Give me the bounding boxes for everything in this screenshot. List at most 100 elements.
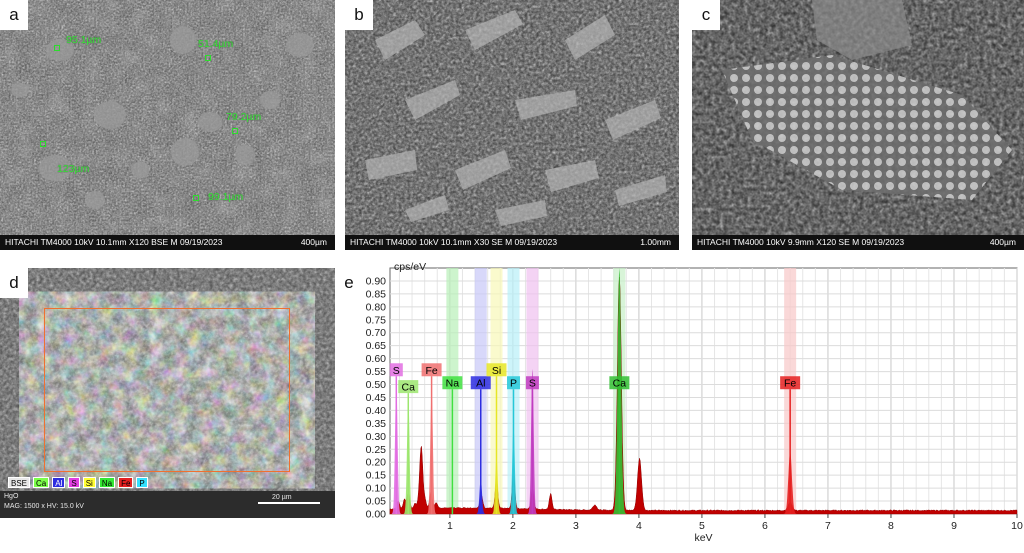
x-axis-label: keV [694,532,712,544]
measurement-marker [40,141,46,147]
x-tick-label: 8 [888,520,894,532]
y-tick-label: 0.40 [366,405,387,417]
measurement-marker [54,45,60,51]
peak-label-box [486,363,507,377]
measurement-marker [205,55,211,61]
peak-label-box [780,376,801,390]
sem-image-a [0,0,335,235]
legend-ca: Ca [33,477,50,488]
peak-label-s: S [529,378,536,390]
sem-image-c [692,0,1024,235]
legend-al: Al [52,477,66,488]
scale-label-c: 400µm [989,237,1016,247]
y-axis-label: cps/eV [394,262,426,273]
y-tick-label: 0.30 [366,431,387,443]
y-tick-label: 0.35 [366,418,387,430]
panel-letter-e: e [335,268,363,298]
sem-footer-a: HITACHI TM4000 10kV 10.1mm X120 BSE M 09… [0,235,335,250]
sem-panel-b: b HITACHI TM4000 10kV 10.1mm X30 SE M 09… [345,0,679,250]
y-tick-label: 0.55 [366,366,387,378]
measurement-label-2: 51.4µm [198,38,234,50]
eds-map-image [0,268,335,491]
map-sample-name: HgO [4,493,19,500]
peak-label-ca: Ca [613,378,627,390]
peak-label-box [470,376,491,390]
y-tick-label: 0.80 [366,301,387,313]
peak-label-si: Si [492,365,501,377]
scale-bar-d [258,502,320,504]
peak-label-fe: Fe [425,365,437,377]
legend-fe: Fe [118,477,134,488]
map-magnification: MAG: 1500 x HV: 15.0 kV [4,503,84,510]
peak-label-s: S [393,365,400,377]
peak-label-box [609,376,630,390]
peak-label-box [421,363,442,377]
measurement-label-1: 95.1µm [66,34,102,46]
x-tick-label: 6 [762,520,768,532]
element-legend: BSE Ca Al S Si Na Fe P [8,477,148,488]
sem-info-a: HITACHI TM4000 10kV 10.1mm X120 BSE M 09… [5,237,223,247]
sem-panel-c: c HITACHI TM4000 10kV 9.9mm X120 SE M 09… [692,0,1024,250]
eds-spectrum-chart: S Ca Fe Na Al Si P S Ca Fe 0.00 0.05 0.10 0.15 0.20 0.2… [345,261,1024,548]
spectrum-area [389,277,1018,515]
legend-si: Si [82,477,96,488]
y-tick-label: 0.45 [366,392,387,404]
peak-label-box [442,376,463,390]
sem-panel-a: 95.1µm 51.4µm 79.2µm 123µm 99.1µm a HITA… [0,0,335,250]
panel-letter-c: c [692,0,720,30]
scale-label-a: 400µm [300,237,327,247]
sem-info-c: HITACHI TM4000 10kV 9.9mm X120 SE M 09/1… [697,237,905,247]
y-tick-label: 0.85 [366,288,387,300]
x-tick-label: 4 [636,520,642,532]
y-tick-label: 0.15 [366,470,387,482]
peak-label-ca: Ca [402,382,416,394]
measurement-label-3: 79.2µm [226,111,262,123]
y-tick-label: 0.50 [366,379,387,391]
measurement-label-4: 123µm [57,163,90,175]
peak-label-box [507,376,521,390]
x-tick-label: 9 [951,520,957,532]
measurement-marker [232,128,238,134]
scale-label-b: 1.00mm [640,237,671,247]
eds-map-panel-d: BSE Ca Al S Si Na Fe P HgO MAG: 1500 x H… [0,268,335,518]
peak-label-al: Al [476,378,485,390]
peak-label-na: Na [446,378,460,390]
legend-bse: BSE [8,477,31,488]
y-tick-label: 0.25 [366,444,387,456]
map-region-frame [44,308,290,472]
sem-footer-b: HITACHI TM4000 10kV 10.1mm X30 SE M 09/1… [345,235,679,250]
y-tick-label: 0.70 [366,327,387,339]
measurement-label-5: 99.1µm [208,191,244,203]
peak-label-box [389,363,403,377]
panel-letter-d: d [0,268,28,298]
y-tick-label: 0.75 [366,314,387,326]
peak-label-box [398,380,419,394]
x-tick-label: 7 [825,520,831,532]
scale-label-d: 20 µm [272,494,292,501]
legend-p: P [136,477,148,488]
legend-na: Na [98,477,116,488]
y-tick-label: 0.00 [366,509,387,521]
y-tick-label: 0.90 [366,275,387,287]
panel-letter-b: b [345,0,373,30]
measurement-marker [193,195,199,201]
sem-image-b [345,0,679,235]
x-tick-label: 1 [447,520,453,532]
sem-footer-c: HITACHI TM4000 10kV 9.9mm X120 SE M 09/1… [692,235,1024,250]
y-tick-label: 0.05 [366,496,387,508]
y-tick-label: 0.65 [366,340,387,352]
x-tick-label: 10 [1011,520,1023,532]
peak-label-box [525,376,539,390]
eds-map-footer: HgO MAG: 1500 x HV: 15.0 kV 20 µm [0,491,335,518]
y-tick-label: 0.10 [366,483,387,495]
sem-info-b: HITACHI TM4000 10kV 10.1mm X30 SE M 09/1… [350,237,558,247]
panel-letter-a: a [0,0,28,30]
legend-s: S [68,477,80,488]
x-tick-label: 2 [510,520,516,532]
peak-label-p: P [510,378,517,390]
x-tick-label: 5 [699,520,705,532]
y-tick-label: 0.60 [366,353,387,365]
y-tick-label: 0.20 [366,457,387,469]
x-tick-label: 3 [573,520,579,532]
